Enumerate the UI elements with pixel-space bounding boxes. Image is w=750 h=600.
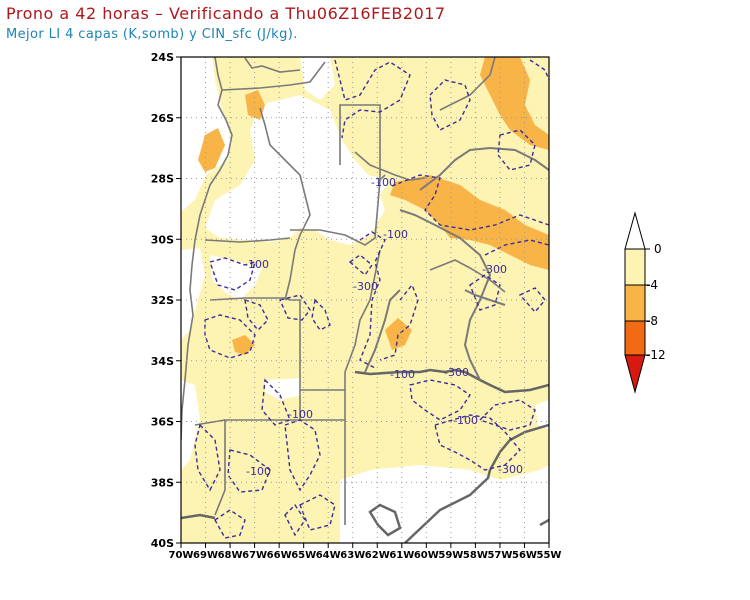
lon-tick-label: 58W (463, 550, 488, 561)
orange-shading-area (480, 57, 549, 150)
lon-tick-label: 59W (438, 550, 463, 561)
contour-label: -300 (498, 463, 523, 476)
no-shading-area (205, 95, 390, 245)
contour-label: -300 (353, 280, 378, 293)
contour-label: -100 (246, 465, 271, 478)
legend-label: 0 (654, 242, 662, 256)
map-field (181, 57, 549, 543)
map-subtitle: Mejor LI 4 capas (K,somb) y CIN_sfc (J/k… (6, 27, 298, 42)
lon-tick-label: 55W (537, 550, 562, 561)
no-shading-area (210, 255, 262, 300)
contour-label: -300 (482, 263, 507, 276)
legend-swatch (624, 248, 646, 286)
lon-tick-label: 66W (267, 550, 292, 561)
lon-tick-label: 67W (242, 550, 267, 561)
legend-arrow-top (624, 211, 646, 250)
latitude-axis: 24S 26S 28S 30S 32S 34S 36S 38S 40S (151, 51, 181, 550)
no-shading-area (181, 380, 200, 470)
lon-tick-label: 68W (218, 550, 243, 561)
river-border (364, 146, 549, 381)
lon-tick-label: 61W (389, 550, 414, 561)
political-borders (181, 57, 506, 525)
map-title: Prono a 42 horas – Verificando a Thu06Z1… (6, 4, 446, 23)
contour-label: -100 (371, 176, 396, 189)
legend-label: -8 (646, 314, 658, 328)
lon-tick-label: 60W (414, 550, 439, 561)
no-shading-area (300, 57, 335, 100)
lat-tick-label: 26S (151, 112, 174, 125)
lat-tick-label: 36S (151, 416, 174, 429)
lon-tick-label: 57W (487, 550, 512, 561)
legend-swatch (624, 320, 646, 356)
cin-contours (194, 59, 549, 539)
lat-tick-label: 40S (151, 537, 174, 550)
grid-lines (181, 57, 549, 543)
longitude-axis: 70W 69W 68W 67W 66W 65W 64W 63W 62W 61W 60W 59W 58W 5… (169, 543, 562, 561)
lon-tick-label: 69W (193, 550, 218, 561)
lat-tick-label: 24S (151, 51, 174, 64)
coastline (181, 513, 549, 527)
lon-tick-label: 62W (365, 550, 390, 561)
contour-label: -100 (453, 414, 478, 427)
lat-tick-label: 32S (151, 294, 174, 307)
orange-shading-area (385, 318, 412, 350)
no-shading-area (181, 248, 205, 340)
no-shading-area (265, 378, 302, 400)
contour-label: -100 (383, 228, 408, 241)
orange-shading-area (390, 175, 549, 270)
lon-tick-label: 63W (340, 550, 365, 561)
lon-tick-label: 56W (512, 550, 537, 561)
lat-tick-label: 28S (151, 173, 174, 186)
color-legend: 0 -4 -8 -12 (624, 211, 666, 394)
orange-shading-area (198, 128, 225, 172)
legend-label: -12 (646, 348, 666, 362)
lat-tick-label: 34S (151, 355, 174, 368)
lon-tick-label: 64W (316, 550, 341, 561)
contour-label: -100 (390, 368, 415, 381)
lat-tick-label: 30S (151, 233, 174, 246)
lon-tick-label: 70W (169, 550, 194, 561)
orange-shading-area (245, 90, 265, 120)
coastline (354, 368, 549, 543)
contour-label: -100 (288, 408, 313, 421)
orange-shading-area (232, 335, 255, 355)
no-shading-area (535, 400, 549, 430)
legend-swatch (624, 284, 646, 322)
lon-tick-label: 65W (291, 550, 316, 561)
no-shading-area (340, 465, 549, 543)
lat-tick-label: 38S (151, 476, 174, 489)
legend-arrow-bottom (624, 354, 646, 394)
legend-label: -4 (646, 278, 658, 292)
contour-label-group: -100 -100 -100 -300 -100 -100 -300 -100 … (244, 176, 523, 478)
contour-label: -100 (244, 258, 269, 271)
contour-label: -300 (444, 366, 469, 379)
